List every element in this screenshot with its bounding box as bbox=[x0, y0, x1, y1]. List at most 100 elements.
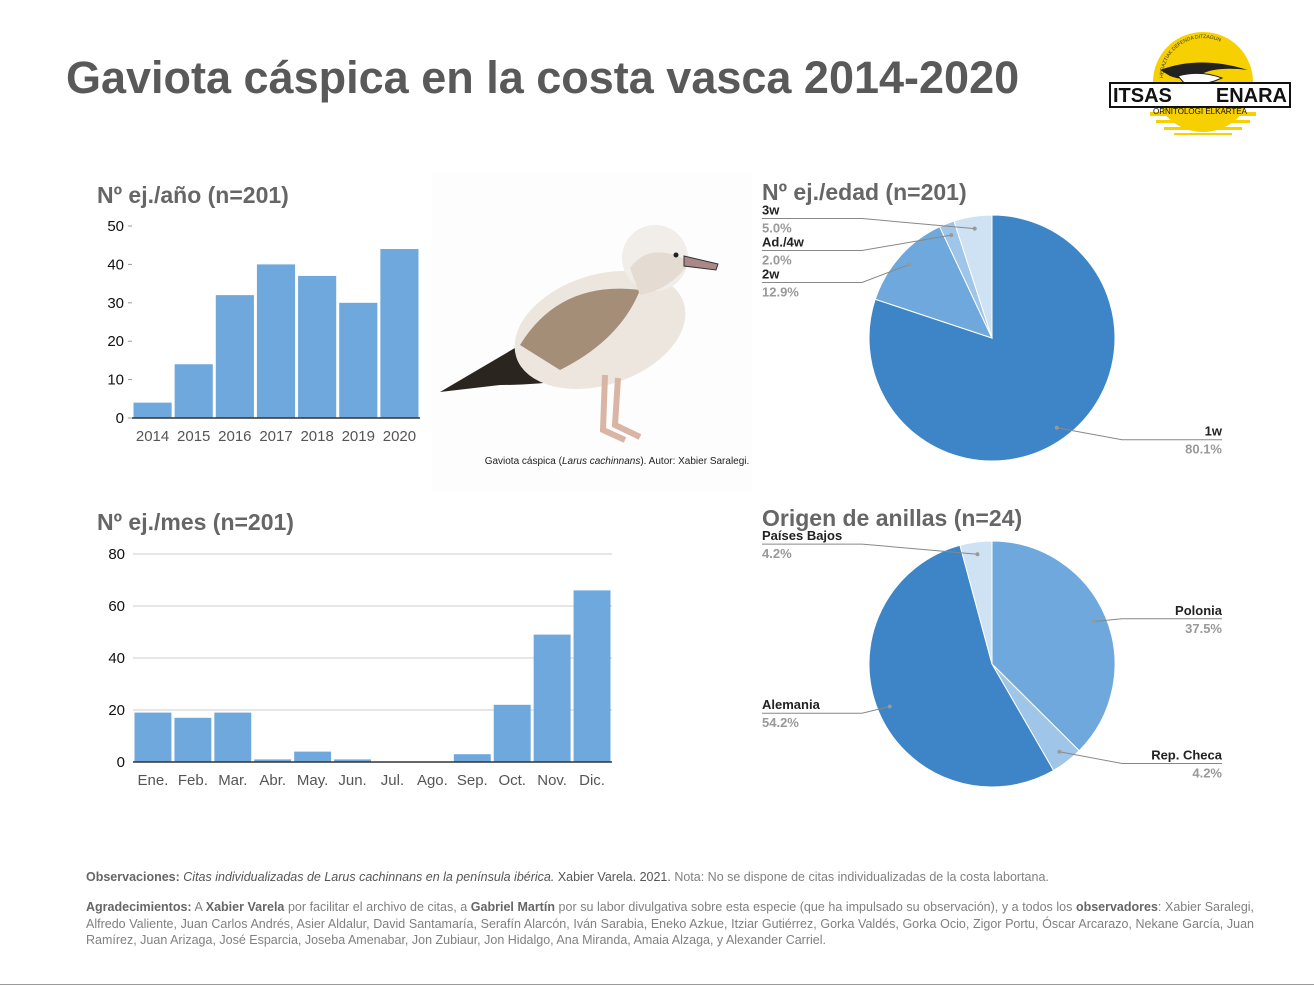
footer-text: por su labor divulgativa sobre esta espe… bbox=[554, 900, 1076, 914]
bar bbox=[380, 249, 419, 418]
x-tick-label: May. bbox=[297, 772, 328, 789]
footer-label: Agradecimientos: bbox=[86, 900, 192, 914]
y-tick-label: 10 bbox=[107, 372, 124, 389]
y-tick-label: 0 bbox=[117, 754, 125, 771]
caption-species: Larus cachinnans bbox=[562, 456, 640, 467]
slice-value: 4.2% bbox=[1192, 765, 1222, 780]
leader-dot bbox=[975, 552, 980, 557]
slice-label: Ad./4w bbox=[762, 235, 805, 250]
pie-slice bbox=[874, 226, 993, 339]
bar bbox=[493, 704, 531, 762]
slice-label: 3w bbox=[762, 203, 780, 218]
leader-line bbox=[1059, 751, 1222, 764]
leader-dot bbox=[887, 704, 892, 709]
logo: HEGAZTIAK DEFENDA DITZAGUN ITSAS ENARA O… bbox=[1109, 32, 1291, 135]
slice-label: Rep. Checa bbox=[1151, 747, 1223, 762]
bar bbox=[215, 295, 254, 418]
x-tick-label: Feb. bbox=[178, 772, 208, 789]
pie-slice bbox=[959, 540, 993, 665]
leader-dot bbox=[1092, 619, 1097, 624]
slice-value: 37.5% bbox=[1185, 621, 1222, 636]
footer-name: observadores bbox=[1075, 900, 1158, 914]
y-tick-label: 60 bbox=[108, 598, 125, 615]
x-tick-label: Ago. bbox=[417, 772, 448, 789]
y-tick-label: 20 bbox=[107, 333, 124, 350]
photo-caption: Gaviota cáspica (Larus cachinnans). Auto… bbox=[485, 456, 750, 467]
leader-line bbox=[762, 543, 978, 555]
leader-line bbox=[762, 234, 952, 252]
footer-name: Gabriel Martín bbox=[470, 900, 555, 914]
leader-dot bbox=[907, 262, 912, 267]
slice-label: 2w bbox=[762, 267, 780, 282]
y-tick-label: 40 bbox=[108, 650, 125, 667]
footer-label: Observaciones: bbox=[86, 870, 180, 884]
y-tick-label: 20 bbox=[108, 702, 125, 719]
bar bbox=[134, 712, 172, 762]
y-tick-label: 40 bbox=[107, 256, 124, 273]
footer-text: A bbox=[191, 900, 206, 914]
x-tick-label: 2020 bbox=[383, 428, 416, 445]
slice-value: 54.2% bbox=[762, 715, 799, 730]
bar bbox=[254, 759, 292, 762]
leader-dot bbox=[1057, 749, 1062, 754]
bar bbox=[334, 759, 371, 762]
caption-part: ). Autor: Xabier Saralegi. bbox=[640, 456, 749, 467]
chart-title: Nº ej./mes (n=201) bbox=[97, 509, 294, 535]
chart-title: Nº ej./año (n=201) bbox=[97, 182, 289, 208]
slice-label: 1w bbox=[1205, 424, 1223, 439]
y-tick-label: 30 bbox=[107, 295, 124, 312]
bar bbox=[214, 712, 252, 762]
footer-text: : Xabier Saralegi, Alfredo Valiente, Jua… bbox=[86, 900, 1255, 947]
logo-name: ENARA bbox=[1216, 85, 1287, 107]
leader-line bbox=[1056, 427, 1222, 441]
slice-label: Alemania bbox=[762, 697, 821, 712]
bar bbox=[294, 751, 332, 762]
y-tick-label: 0 bbox=[116, 410, 124, 427]
slice-value: 4.2% bbox=[762, 546, 792, 561]
leader-line bbox=[762, 264, 910, 284]
chart-title: Nº ej./edad (n=201) bbox=[762, 179, 967, 205]
bar bbox=[573, 590, 611, 762]
bar bbox=[453, 754, 491, 762]
x-tick-label: Dic. bbox=[579, 772, 605, 789]
logo-subtitle: ORNITOLOGI ELKARTEA bbox=[1153, 107, 1248, 116]
pie-slice bbox=[991, 540, 1116, 752]
leader-dot bbox=[972, 226, 977, 231]
acknowledgements: Agradecimientos: A Xabier Varela por fac… bbox=[86, 899, 1254, 949]
pie-slice bbox=[953, 214, 993, 339]
x-tick-label: Mar. bbox=[218, 772, 247, 789]
bar bbox=[133, 402, 172, 418]
x-tick-label: Oct. bbox=[498, 772, 526, 789]
x-tick-label: Ene. bbox=[138, 772, 169, 789]
x-tick-label: Jun. bbox=[338, 772, 366, 789]
slice-label: Polonia bbox=[1175, 603, 1223, 618]
x-tick-label: Nov. bbox=[537, 772, 567, 789]
pie-slice bbox=[868, 544, 1055, 788]
x-tick-label: 2016 bbox=[218, 428, 251, 445]
slice-label: Países Bajos bbox=[762, 528, 842, 543]
page-title: Gaviota cáspica en la costa vasca 2014-2… bbox=[66, 52, 1019, 103]
leader-line bbox=[762, 218, 975, 230]
footer-name: Xabier Varela bbox=[205, 900, 285, 914]
slice-value: 12.9% bbox=[762, 285, 799, 300]
x-tick-label: 2019 bbox=[342, 428, 375, 445]
x-tick-label: Sep. bbox=[457, 772, 488, 789]
bar bbox=[174, 364, 213, 418]
observations: Observaciones: Citas individualizadas de… bbox=[86, 869, 1254, 886]
bar bbox=[339, 302, 378, 418]
footer-text: Citas individualizadas de Larus cachinna… bbox=[179, 870, 555, 884]
logo-name: ITSAS bbox=[1113, 85, 1172, 107]
x-tick-label: 2017 bbox=[259, 428, 292, 445]
x-tick-label: 2015 bbox=[177, 428, 210, 445]
slice-value: 5.0% bbox=[762, 221, 792, 236]
footer-text: Xabier Varela. 2021. bbox=[554, 870, 671, 884]
leader-dot bbox=[949, 233, 954, 238]
bottom-rule bbox=[0, 984, 1314, 985]
slice-value: 2.0% bbox=[762, 253, 792, 268]
bar bbox=[533, 634, 571, 762]
caption-part: Gaviota cáspica ( bbox=[485, 456, 563, 467]
bar bbox=[298, 275, 337, 418]
bird-photo bbox=[432, 172, 752, 492]
